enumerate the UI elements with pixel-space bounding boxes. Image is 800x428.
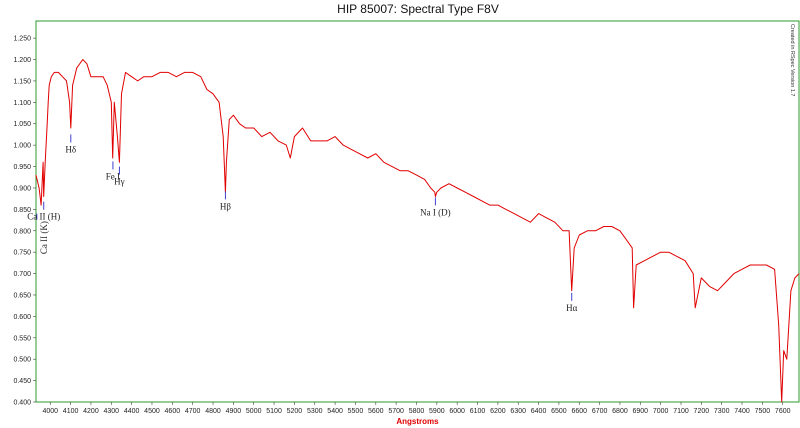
annotation-label: Ca II (H) [27, 212, 60, 222]
plot-frame [35, 20, 800, 403]
y-tick-label: 0.950 [13, 164, 31, 171]
x-tick-label: 4200 [83, 408, 99, 415]
x-tick-label: 6900 [633, 408, 649, 415]
x-tick-label: 5500 [348, 408, 364, 415]
annotation-label: Ca II (K) [39, 221, 49, 254]
y-tick-label: 0.450 [13, 378, 31, 385]
y-tick-label: 0.800 [13, 228, 31, 235]
x-tick-label: 5400 [327, 408, 343, 415]
annotation-label: Fe I [106, 171, 120, 181]
x-tick-label: 7000 [653, 408, 669, 415]
x-axis-label: Angstroms [396, 417, 439, 426]
x-tick-label: 7500 [755, 408, 771, 415]
x-tick-label: 5800 [409, 408, 425, 415]
y-tick-label: 1.100 [13, 100, 31, 107]
x-tick-label: 4100 [63, 408, 79, 415]
x-tick-label: 6300 [510, 408, 526, 415]
x-tick-label: 6100 [470, 408, 486, 415]
annotation-label: Hβ [220, 201, 231, 211]
y-tick-label: 0.700 [13, 271, 31, 278]
y-tick-label: 0.500 [13, 357, 31, 364]
annotation-label: Hα [566, 303, 577, 313]
x-tick-label: 7200 [694, 408, 710, 415]
x-tick-label: 4300 [103, 408, 119, 415]
y-tick-label: 1.150 [13, 78, 31, 85]
y-tick-label: 1.050 [13, 121, 31, 128]
x-tick-label: 7400 [734, 408, 750, 415]
x-tick-label: 7600 [775, 408, 791, 415]
x-tick-label: 5200 [287, 408, 303, 415]
x-tick-label: 6600 [571, 408, 587, 415]
software-credit: Created in RSpec Version 1.7 [789, 24, 795, 96]
annotation-label: Hγ [114, 177, 124, 187]
annotation-label: Na I (D) [420, 207, 451, 217]
line-annotations: Ca II (K)Ca II (H) Hδ Fe IHγ Hβ Na I (D) Hα [27, 134, 578, 313]
x-tick-label: 5900 [429, 408, 445, 415]
y-tick-label: 0.850 [13, 207, 31, 214]
x-tick-label: 6200 [490, 408, 506, 415]
x-tick-label: 4500 [144, 408, 160, 415]
x-tick-label: 4800 [205, 408, 221, 415]
y-axis: 0.400 0.450 0.500 0.550 0.600 0.650 0.700 0.750… [13, 36, 36, 407]
x-tick-label: 4700 [185, 408, 201, 415]
spectrum-line [35, 59, 800, 403]
y-tick-label: 0.650 [13, 292, 31, 299]
x-tick-label: 6700 [592, 408, 608, 415]
x-tick-label: 5700 [388, 408, 404, 415]
y-tick-label: 0.550 [13, 335, 31, 342]
y-tick-label: 1.250 [13, 36, 31, 43]
x-tick-label: 5300 [307, 408, 323, 415]
x-tick-label: 5000 [246, 408, 262, 415]
x-tick-label: 4600 [165, 408, 181, 415]
x-tick-label: 5100 [266, 408, 282, 415]
x-tick-label: 6800 [612, 408, 628, 415]
x-tick-label: 6400 [531, 408, 547, 415]
x-tick-label: 7300 [714, 408, 730, 415]
y-tick-label: 0.600 [13, 314, 31, 321]
y-tick-label: 1.000 [13, 143, 31, 150]
x-tick-label: 6500 [551, 408, 567, 415]
x-tick-label: 7100 [673, 408, 689, 415]
y-tick-label: 0.900 [13, 185, 31, 192]
x-tick-label: 4000 [42, 408, 58, 415]
x-tick-label: 4900 [226, 408, 242, 415]
y-tick-label: 0.400 [13, 400, 31, 407]
annotation-label: Hδ [65, 144, 76, 154]
y-tick-label: 1.200 [13, 57, 31, 64]
x-tick-label: 4400 [124, 408, 140, 415]
y-tick-label: 0.750 [13, 250, 31, 257]
x-axis: 4000 4100 4200 4300 4400 4500 4600 4700 4800 4900… [42, 402, 791, 415]
x-tick-label: 5600 [368, 408, 384, 415]
x-tick-label: 6000 [449, 408, 465, 415]
chart-title: HIP 85007: Spectral Type F8V [337, 2, 499, 16]
